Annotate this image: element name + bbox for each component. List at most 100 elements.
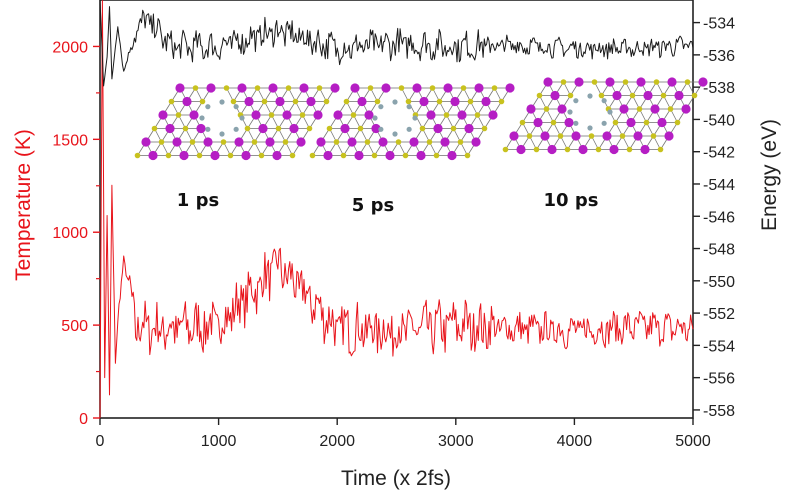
- atom-small: [550, 119, 557, 126]
- atom-gray: [587, 125, 593, 131]
- atom-gray: [601, 120, 607, 126]
- atom-small: [323, 98, 330, 105]
- atom-small: [333, 139, 340, 145]
- atom-small: [612, 119, 619, 126]
- atom-small: [443, 112, 450, 118]
- atom-large: [578, 144, 588, 155]
- atom-large: [148, 150, 158, 161]
- atom-large: [409, 137, 419, 147]
- atom-gray: [406, 104, 412, 110]
- atom-small: [258, 152, 265, 159]
- atom-large: [179, 150, 189, 161]
- atom-large: [196, 123, 206, 134]
- atom-large: [275, 96, 285, 107]
- atom-large: [419, 96, 429, 107]
- atom-large: [674, 90, 684, 101]
- atom-large: [636, 77, 646, 87]
- atom-small: [433, 152, 440, 159]
- atom-small: [251, 139, 258, 145]
- atom-large: [381, 83, 391, 93]
- atom-small: [526, 133, 533, 139]
- atom-gray: [199, 115, 205, 121]
- inset-label: 5 ps: [352, 195, 394, 216]
- atom-large: [251, 110, 261, 120]
- atom-small: [636, 106, 643, 112]
- atom-small: [622, 79, 629, 85]
- inset-label: 1 ps: [177, 190, 219, 211]
- atom-large: [323, 150, 333, 161]
- atom-small: [626, 146, 633, 153]
- atom-small: [196, 152, 203, 159]
- atom-small: [350, 112, 357, 118]
- atom-large: [540, 131, 550, 141]
- atom-small: [450, 125, 457, 132]
- atom-large: [371, 123, 381, 134]
- atom-small: [595, 146, 602, 153]
- atom-small: [491, 85, 498, 91]
- atom-large: [350, 83, 360, 93]
- energy-line: [99, 0, 694, 87]
- atom-small: [474, 112, 481, 118]
- structure-inset: 5 ps: [309, 83, 515, 216]
- atom-small: [543, 106, 550, 112]
- atom-large: [316, 137, 326, 147]
- atom-large: [609, 144, 619, 155]
- atom-small: [436, 98, 443, 105]
- atom-gray: [573, 98, 579, 104]
- x-tick-label: 2000: [319, 433, 355, 450]
- atom-large: [509, 131, 519, 141]
- atom-large: [650, 104, 660, 114]
- atom-large: [306, 96, 316, 107]
- structure-insets: 1 ps 5 ps 10 ps: [134, 77, 708, 216]
- atom-large: [464, 123, 474, 134]
- atom-small: [674, 119, 681, 126]
- x-tick-label: 0: [96, 433, 105, 450]
- atom-small: [691, 92, 698, 99]
- atom-gray: [205, 104, 211, 110]
- atom-large: [657, 117, 667, 128]
- atom-small: [223, 85, 230, 91]
- atom-large: [516, 144, 526, 155]
- atom-small: [536, 92, 543, 99]
- inset-label: 10 ps: [544, 190, 599, 211]
- atom-large: [340, 123, 350, 134]
- atom-large: [664, 131, 674, 141]
- atom-small: [464, 152, 471, 159]
- atom-large: [474, 83, 484, 93]
- atom-large: [237, 83, 247, 93]
- atom-large: [488, 110, 498, 120]
- atom-large: [182, 96, 192, 107]
- atom-large: [206, 83, 216, 93]
- atom-small: [340, 152, 347, 159]
- atom-small: [268, 112, 275, 118]
- left-tick-label: 2000: [52, 39, 88, 56]
- atom-large: [681, 104, 691, 114]
- atom-small: [402, 152, 409, 159]
- atom-large: [244, 96, 254, 107]
- atom-large: [457, 110, 467, 120]
- atom-small: [285, 85, 292, 91]
- atom-small: [254, 85, 261, 91]
- atom-small: [374, 98, 381, 105]
- atom-large: [265, 137, 275, 147]
- atom-gray: [219, 99, 225, 105]
- atom-large: [313, 110, 323, 120]
- atom-large: [574, 77, 584, 87]
- atom-gray: [392, 99, 398, 105]
- atom-small: [519, 119, 526, 126]
- atom-large: [175, 83, 185, 93]
- atom-large: [602, 131, 612, 141]
- atom-large: [547, 144, 557, 155]
- atom-gray: [233, 104, 239, 110]
- atom-gray: [205, 126, 211, 132]
- atom-small: [653, 79, 660, 85]
- atom-gray: [372, 115, 378, 121]
- atom-small: [168, 98, 175, 105]
- right-tick-label: -554: [703, 338, 735, 355]
- axes: 0 1000 2000 3000 4000 5000 0 500 1000 1500 2000 -53…: [52, 16, 735, 450]
- atom-small: [275, 125, 282, 132]
- atom-small: [289, 152, 296, 159]
- atom-gray: [601, 98, 607, 104]
- atom-large: [289, 123, 299, 134]
- temperature-line: [99, 0, 694, 419]
